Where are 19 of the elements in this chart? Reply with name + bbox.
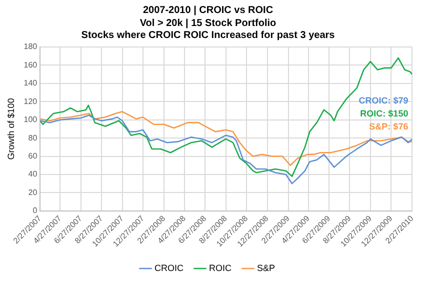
- y-tick-label: 100: [24, 115, 38, 124]
- chart-subtitle: Vol > 20k | 15 Stock Portfolio Stocks where CROIC ROIC Increased for past 3 years: [81, 18, 336, 41]
- y-tick-label: 180: [24, 42, 38, 52]
- chart-title: 2007-2010 | CROIC vs ROIC: [142, 4, 274, 16]
- legend-label: ROIC: [208, 262, 232, 273]
- y-tick-label: 80: [28, 133, 38, 142]
- legend-label: CROIC: [154, 262, 184, 273]
- y-tick-label: 40: [28, 170, 38, 179]
- y-axis-title: Growth of $100: [6, 98, 16, 160]
- annotation: ROIC: $150: [360, 108, 408, 119]
- y-tick-label: 60: [28, 151, 38, 160]
- y-tick-label: 120: [24, 96, 38, 106]
- y-tick-label: 140: [24, 78, 38, 88]
- y-tick-label: 20: [28, 188, 38, 197]
- y-tick-label: 0: [32, 206, 38, 216]
- y-tick-label: 160: [24, 60, 38, 70]
- annotation: CROIC: $79: [358, 96, 408, 106]
- annotation: S&P: $76: [369, 122, 408, 132]
- legend-label: S&P: [256, 262, 276, 273]
